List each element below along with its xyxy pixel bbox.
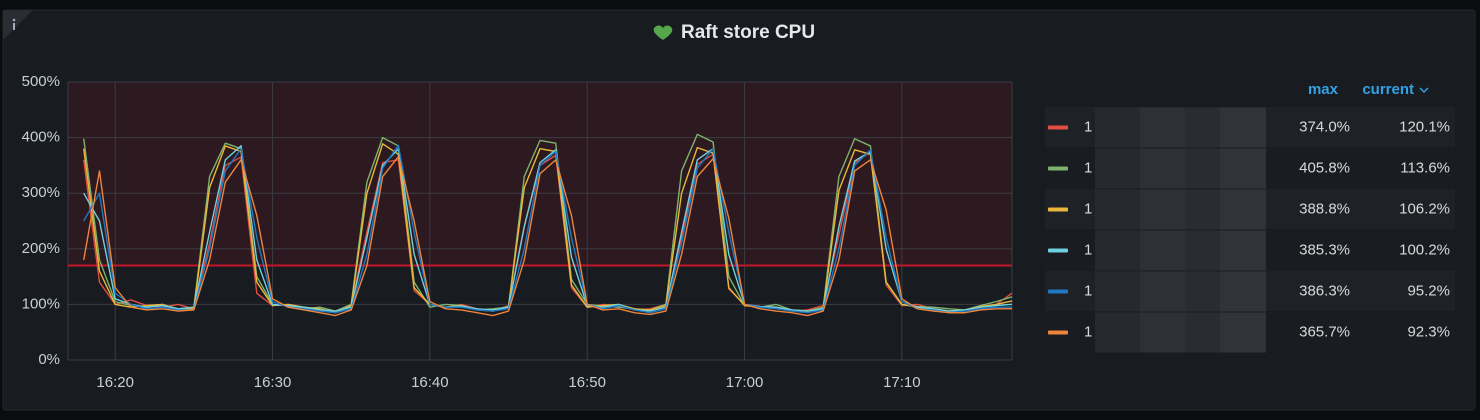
- legend-column-header[interactable]: max: [1308, 81, 1339, 98]
- redacted-block: [1095, 230, 1141, 271]
- legend-label[interactable]: 1: [1084, 200, 1092, 217]
- legend-value: 95.2%: [1407, 282, 1450, 299]
- y-tick-label: 200%: [22, 240, 60, 257]
- legend-label[interactable]: 1: [1084, 282, 1092, 299]
- y-tick-label: 400%: [22, 129, 60, 146]
- x-tick-label: 16:30: [254, 374, 292, 391]
- legend: max current 1 374.0% 120.1% 1 405.8% 113.6% 1 3…: [1045, 81, 1455, 353]
- legend-value: 374.0%: [1299, 118, 1350, 135]
- redacted-block: [1095, 107, 1141, 148]
- redacted-block: [1095, 312, 1141, 353]
- redacted-block: [1220, 312, 1266, 353]
- redacted-block: [1095, 189, 1141, 230]
- redacted-block: [1220, 230, 1266, 271]
- y-tick-label: 0%: [38, 351, 60, 368]
- series-line: [83, 145, 1013, 312]
- legend-swatch: [1048, 330, 1068, 335]
- redacted-block: [1220, 189, 1266, 230]
- legend-value: 92.3%: [1407, 323, 1450, 340]
- legend-value: 106.2%: [1399, 200, 1450, 217]
- legend-value: 113.6%: [1400, 159, 1450, 176]
- legend-label[interactable]: 1: [1084, 241, 1092, 258]
- redacted-block: [1140, 148, 1186, 189]
- legend-value: 386.3%: [1299, 282, 1350, 299]
- redacted-block: [1095, 148, 1141, 189]
- legend-label[interactable]: 1: [1084, 118, 1092, 135]
- legend-swatch: [1048, 166, 1068, 171]
- legend-column-header[interactable]: current: [1362, 81, 1414, 98]
- legend-label[interactable]: 1: [1084, 159, 1092, 176]
- info-corner[interactable]: [3, 10, 33, 40]
- x-tick-label: 16:40: [411, 374, 449, 391]
- y-tick-label: 500%: [22, 73, 60, 90]
- redacted-block: [1140, 312, 1186, 353]
- legend-value: 388.8%: [1299, 200, 1350, 217]
- redacted-block: [1095, 271, 1141, 312]
- series-line: [83, 143, 1013, 314]
- x-tick-label: 17:10: [883, 374, 921, 391]
- health-heart: [653, 25, 673, 40]
- legend-swatch: [1048, 289, 1068, 294]
- info-stem: [13, 23, 15, 30]
- redacted-block: [1220, 107, 1266, 148]
- y-tick-label: 300%: [22, 184, 60, 201]
- legend-value: 100.2%: [1399, 241, 1450, 258]
- series-line: [83, 155, 1013, 317]
- redacted-block: [1140, 271, 1186, 312]
- legend-swatch: [1048, 207, 1068, 212]
- chart-title: Raft store CPU: [681, 22, 815, 43]
- x-tick-label: 16:50: [568, 374, 606, 391]
- redacted-block: [1140, 230, 1186, 271]
- sort-chevron: [1419, 87, 1429, 94]
- x-tick-label: 17:00: [726, 374, 764, 391]
- redacted-block: [1220, 271, 1266, 312]
- legend-label[interactable]: 1: [1084, 323, 1092, 340]
- plot-area: 0% 100% 200% 300% 400% 500% 16:20 16:30 16:40 16:…: [22, 73, 1013, 391]
- info-dot: [12, 18, 16, 22]
- redacted-block: [1140, 189, 1186, 230]
- redacted-block: [1140, 107, 1186, 148]
- legend-swatch: [1048, 248, 1068, 253]
- series-line: [83, 144, 1013, 314]
- legend-value: 405.8%: [1299, 159, 1350, 176]
- legend-value: 385.3%: [1299, 241, 1350, 258]
- redacted-block: [1220, 148, 1266, 189]
- legend-value: 365.7%: [1299, 323, 1350, 340]
- y-tick-label: 100%: [22, 295, 60, 312]
- x-tick-label: 16:20: [96, 374, 134, 391]
- legend-value: 120.1%: [1399, 118, 1450, 135]
- legend-swatch: [1048, 125, 1068, 130]
- series-line: [83, 151, 1013, 314]
